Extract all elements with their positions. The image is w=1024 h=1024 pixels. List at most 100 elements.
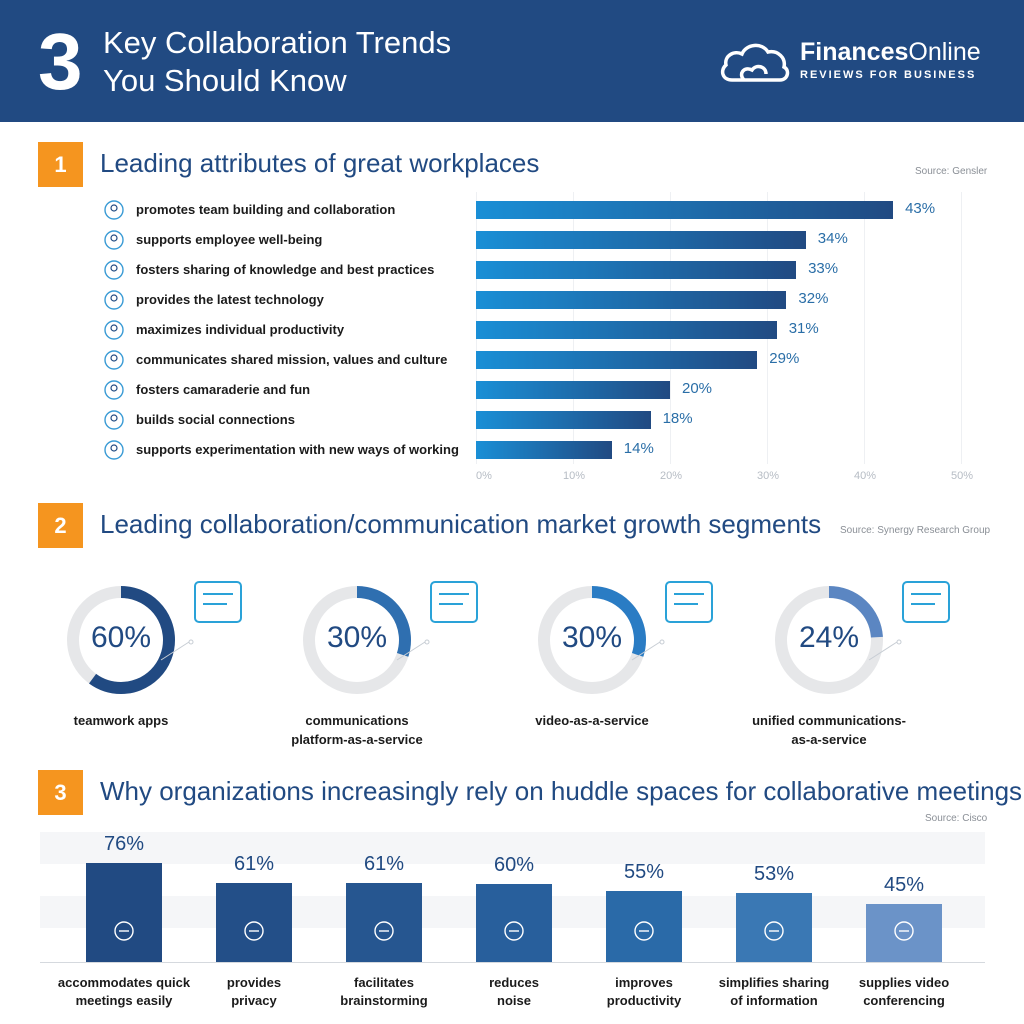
- bar: [736, 893, 812, 962]
- chat-icon: [430, 581, 478, 623]
- section1-number: 1: [38, 142, 83, 187]
- segment-label-line2: platform-as-a-service: [291, 732, 423, 747]
- bar: [216, 882, 292, 962]
- attribute-label: supports employee well-being: [136, 232, 323, 247]
- gridline: [864, 192, 865, 464]
- messaging-icon: [902, 581, 950, 623]
- donut-value: 30%: [326, 621, 388, 654]
- donut-value: 24%: [798, 621, 860, 654]
- attribute-label: provides the latest technology: [136, 292, 324, 307]
- smile-icon: [104, 230, 124, 250]
- section3-title: Why organizations increasingly rely on h…: [100, 776, 1023, 806]
- connector-line: [868, 641, 898, 661]
- brand-tagline: REVIEWS FOR BUSINESS: [800, 69, 977, 81]
- axis-tick-label: 50%: [951, 470, 974, 482]
- bar: [476, 381, 670, 399]
- gridline: [961, 192, 962, 464]
- connector-line: [160, 641, 190, 661]
- bar-value-label: 76%: [103, 833, 145, 856]
- bar-value-label: 29%: [769, 350, 800, 367]
- donut-arc: [303, 586, 411, 694]
- brand-logo[interactable]: FinancesOnline REVIEWS FOR BUSINESS: [718, 38, 998, 88]
- attribute-label: fosters camaraderie and fun: [136, 382, 311, 397]
- category-label-line1: facilitates: [354, 975, 414, 990]
- bar: [346, 882, 422, 962]
- experiment-icon: [104, 440, 124, 460]
- segment-label-line1: unified communications-: [752, 713, 906, 728]
- category-label-line2: of information: [730, 993, 818, 1008]
- category-label: simplifies sharing of information: [689, 974, 859, 1010]
- segment-label: communications platform-as-a-service: [267, 711, 447, 749]
- bar-value-label: 61%: [363, 852, 405, 875]
- bar-value-label: 43%: [905, 200, 936, 217]
- attribute-label: supports experimentation with new ways o…: [136, 442, 459, 457]
- category-label-line2: privacy: [231, 993, 277, 1008]
- team-icon: [104, 200, 124, 220]
- bar-value-label: 34%: [817, 230, 848, 247]
- cloud-icon: [720, 43, 790, 82]
- category-label: facilitates brainstorming: [299, 974, 469, 1010]
- donut-arc: [67, 586, 175, 694]
- connector-line: [396, 641, 426, 661]
- attribute-label: fosters sharing of knowledge and best pr…: [136, 262, 435, 277]
- bar: [476, 261, 797, 279]
- bar: [476, 411, 651, 429]
- category-label-line1: accommodates quick: [57, 975, 191, 990]
- donut-value: 30%: [561, 621, 623, 654]
- bar-value-label: 53%: [753, 863, 795, 886]
- gauge-icon: [634, 921, 654, 941]
- bar: [476, 884, 552, 962]
- category-label-line1: supplies video: [858, 975, 950, 990]
- connector-dot: [188, 639, 194, 645]
- bar-value-label: 20%: [682, 380, 713, 397]
- bar-value-label: 32%: [798, 290, 829, 307]
- baseline: [40, 962, 985, 963]
- category-label-line2: productivity: [606, 993, 682, 1008]
- category-label: accommodates quick meetings easily: [39, 974, 209, 1010]
- category-label-line2: noise: [497, 993, 531, 1008]
- bar-value-label: 60%: [493, 854, 535, 876]
- category-label-line2: brainstorming: [340, 993, 428, 1008]
- segment-label: teamwork apps: [31, 711, 211, 730]
- axis-tick-label: 30%: [757, 470, 780, 482]
- bar: [476, 231, 806, 249]
- section2-number: 2: [38, 503, 83, 548]
- section2-title: Leading collaboration/communication mark…: [100, 509, 822, 539]
- category-label-line2: meetings easily: [75, 993, 173, 1008]
- axis-tick-label: 10%: [563, 470, 586, 482]
- technology-icon: [104, 290, 124, 310]
- connector-dot: [424, 639, 430, 645]
- brand-name-bold: Finances: [800, 38, 909, 66]
- category-label: provides privacy: [169, 974, 339, 1010]
- bar: [476, 321, 777, 339]
- attribute-label: maximizes individual productivity: [136, 322, 345, 337]
- mission-icon: [104, 350, 124, 370]
- attribute-label: promotes team building and collaboration: [136, 202, 396, 217]
- axis-tick-label: 20%: [660, 470, 683, 482]
- bar: [476, 291, 787, 309]
- category-label-line2: conferencing: [863, 993, 945, 1008]
- category-label: reduces noise: [429, 974, 599, 1010]
- donut-value: 60%: [90, 621, 152, 654]
- bar: [606, 890, 682, 962]
- bar-value-label: 31%: [788, 320, 819, 337]
- section1-source: Source: Gensler: [915, 166, 988, 177]
- attribute-label: builds social connections: [136, 412, 295, 427]
- header-banner: 3 Key Collaboration Trends You Should Kn…: [0, 0, 1024, 122]
- bar-value-label: 45%: [883, 873, 925, 896]
- bar-value-label: 55%: [623, 860, 665, 883]
- connector-line: [631, 641, 661, 661]
- axis-tick-label: 0%: [476, 470, 492, 482]
- section3-source: Source: Cisco: [925, 813, 988, 824]
- balloons-icon: [104, 380, 124, 400]
- header-number: 3: [38, 17, 83, 106]
- category-label: improves productivity: [559, 974, 729, 1010]
- axis-tick-label: 40%: [854, 470, 877, 482]
- brand-name-rest: Online: [908, 38, 981, 66]
- page-title-line2: You Should Know: [103, 63, 347, 98]
- section3-number: 3: [38, 770, 83, 815]
- bar: [866, 903, 942, 962]
- teamwork-icon: [194, 581, 242, 623]
- productivity-icon: [104, 320, 124, 340]
- privacy-icon: [244, 921, 264, 941]
